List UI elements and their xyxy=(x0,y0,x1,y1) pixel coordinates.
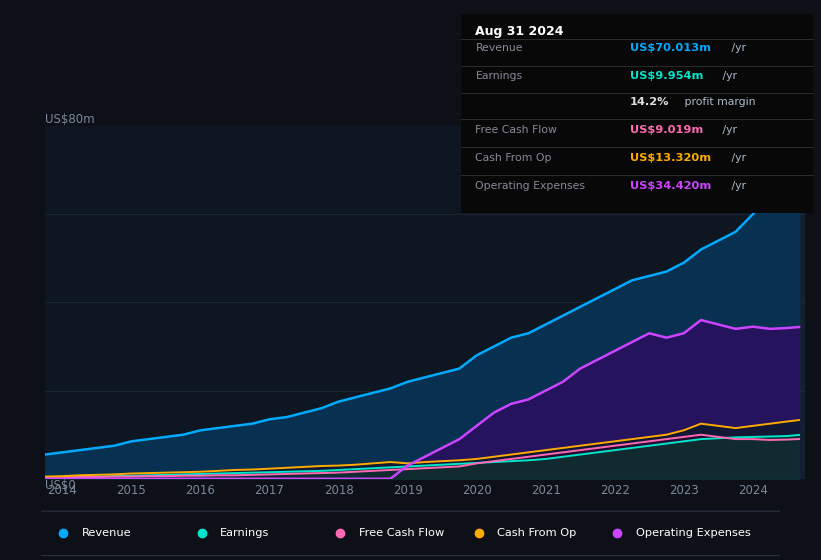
Text: US$9.019m: US$9.019m xyxy=(630,125,704,136)
Text: Operating Expenses: Operating Expenses xyxy=(475,181,585,191)
Text: US$34.420m: US$34.420m xyxy=(630,181,711,191)
Text: Aug 31 2024: Aug 31 2024 xyxy=(475,25,564,38)
Text: /yr: /yr xyxy=(728,153,746,163)
Text: profit margin: profit margin xyxy=(681,97,755,108)
Text: US$13.320m: US$13.320m xyxy=(630,153,711,163)
Text: US$9.954m: US$9.954m xyxy=(630,71,704,81)
Text: Revenue: Revenue xyxy=(475,43,523,53)
Text: Operating Expenses: Operating Expenses xyxy=(636,529,750,538)
Text: Cash From Op: Cash From Op xyxy=(475,153,552,163)
Text: /yr: /yr xyxy=(728,43,746,53)
Text: Free Cash Flow: Free Cash Flow xyxy=(475,125,557,136)
Text: US$70.013m: US$70.013m xyxy=(630,43,711,53)
Text: US$80m: US$80m xyxy=(45,113,94,126)
Text: /yr: /yr xyxy=(719,125,737,136)
Text: Revenue: Revenue xyxy=(82,529,131,538)
Text: Earnings: Earnings xyxy=(220,529,269,538)
Text: Free Cash Flow: Free Cash Flow xyxy=(359,529,444,538)
Text: Cash From Op: Cash From Op xyxy=(498,529,576,538)
Text: Earnings: Earnings xyxy=(475,71,523,81)
Bar xyxy=(753,126,805,479)
Text: US$0: US$0 xyxy=(45,479,76,492)
Text: 14.2%: 14.2% xyxy=(630,97,670,108)
Text: /yr: /yr xyxy=(719,71,737,81)
Text: /yr: /yr xyxy=(728,181,746,191)
